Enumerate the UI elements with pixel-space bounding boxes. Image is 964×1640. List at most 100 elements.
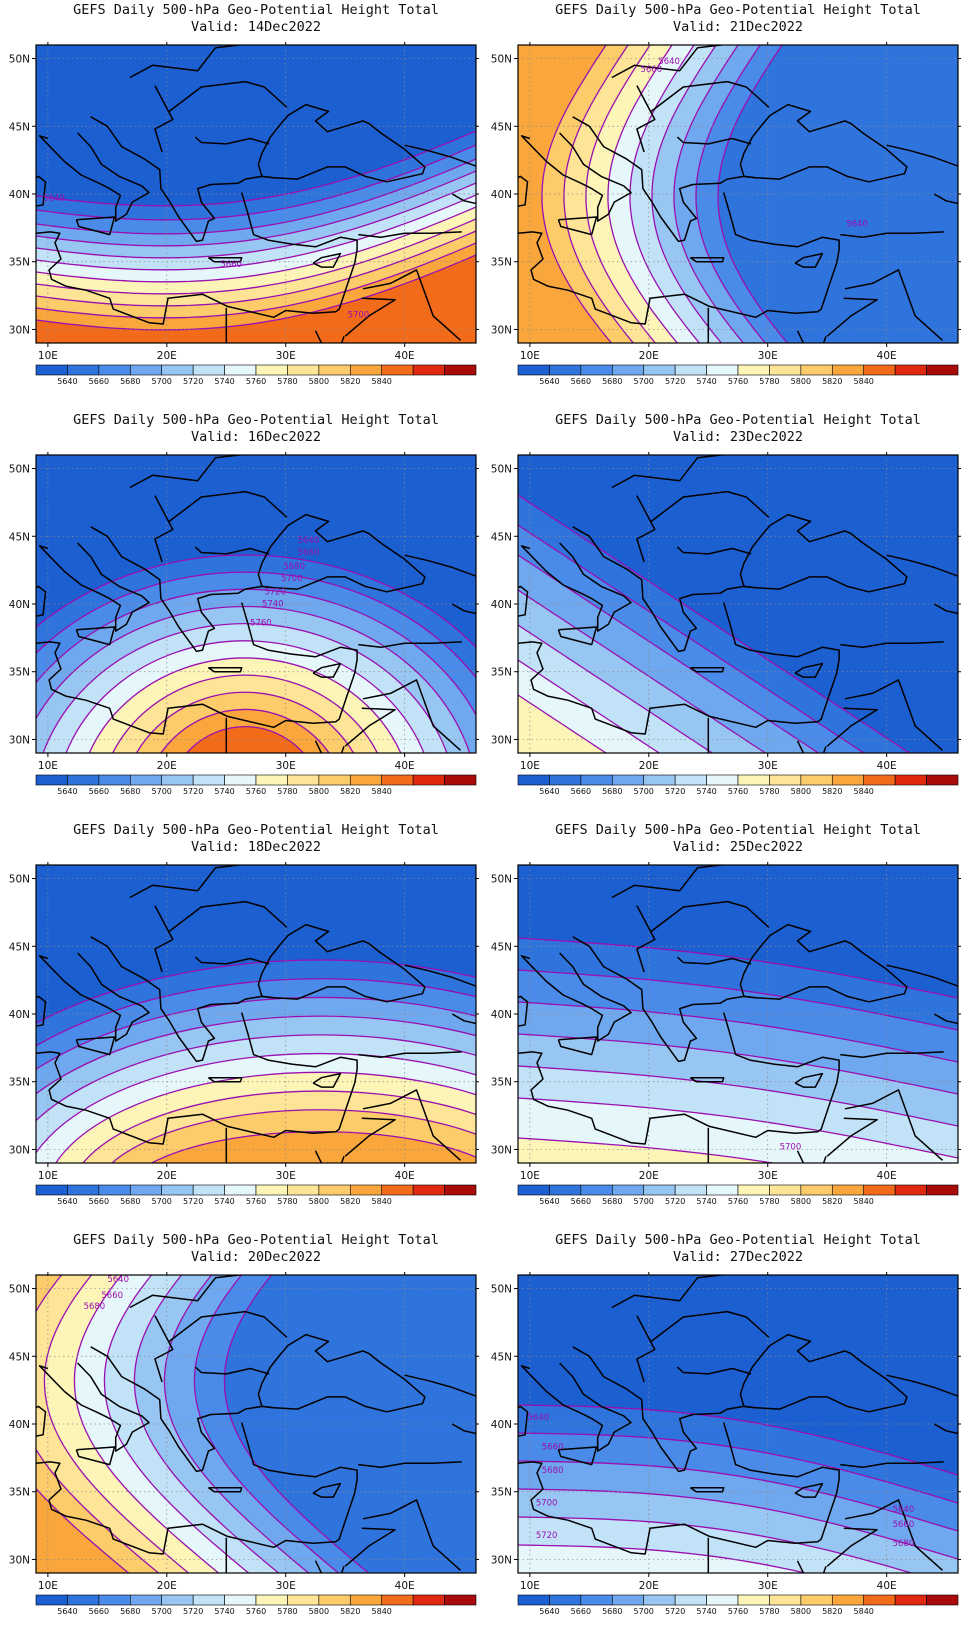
coastline [38, 132, 150, 222]
lon-tick-label: 30E [276, 760, 296, 772]
height-band [36, 1275, 159, 1573]
height-contour [518, 524, 866, 753]
height-field: 5700 [518, 865, 958, 1163]
colorbar: 5640 5660 5680 5700 5720 5740 5760 5780 5800 5820… [35, 774, 477, 796]
height-contour [36, 959, 476, 1024]
colorbar-label: 5660 [571, 787, 591, 796]
coastline [36, 1405, 47, 1437]
coastline [557, 1446, 598, 1466]
colorbar-label: 5840 [854, 787, 874, 796]
height-contour [36, 605, 471, 753]
height-contour [36, 170, 476, 247]
coastline [168, 1310, 288, 1342]
coastline [36, 192, 358, 325]
colorbar-swatch [444, 1594, 477, 1606]
colorbar-swatch [706, 774, 739, 786]
panel-valid-date: Valid: 25Dec2022 [672, 839, 804, 855]
coastline [36, 1012, 358, 1145]
coastline [257, 1333, 426, 1413]
height-contour [518, 624, 714, 753]
colorbar-swatch [674, 364, 707, 376]
contour-label: 5680 [542, 1466, 564, 1476]
coastline [36, 602, 358, 735]
colorbar-swatch [894, 774, 927, 786]
map-panel: 5640 5660 5680 10E 20E 30E 40E 50N 45N 40N 35N 30N 5… [0, 1230, 482, 1640]
lat-tick-label: 35N [9, 257, 30, 269]
panel-valid-date: Valid: 18Dec2022 [190, 839, 322, 855]
panel-title: GEFS Daily 500-hPa Geo-Potential Height … [36, 822, 476, 856]
coastline [572, 526, 756, 653]
colorbar-label: 5720 [665, 787, 685, 796]
coastline [676, 546, 752, 555]
colorbar: 5640 5660 5680 5700 5720 5740 5760 5780 5800 5820… [517, 1594, 959, 1616]
coastline [314, 1150, 345, 1163]
colorbar-swatch [224, 1184, 257, 1196]
contour-label: 5700 [348, 310, 370, 320]
map-panel: 5640 5660 5680 5700 5720 5740 5760 10E 20E 30E 40E… [0, 410, 482, 820]
colorbar-label: 5800 [309, 1197, 329, 1206]
colorbar-swatch [800, 364, 833, 376]
coastline [518, 1422, 840, 1555]
colorbar-swatch [412, 364, 445, 376]
colorbar-label: 5780 [759, 1607, 779, 1616]
colorbar-label: 5640 [57, 787, 77, 796]
coastline [194, 136, 270, 145]
lon-tick-label: 10E [38, 1580, 58, 1592]
coastline [886, 964, 958, 987]
height-field [518, 455, 958, 753]
colorbar-swatch [549, 364, 582, 376]
colorbar-swatch [412, 1184, 445, 1196]
lon-tick-label: 10E [38, 1170, 58, 1182]
height-contour [518, 1460, 958, 1532]
colorbar-label: 5700 [152, 377, 172, 386]
map-panel: 5700 10E 20E 30E 40E 50N 45N 40N 35N 30N 5640 5660 5… [482, 820, 964, 1230]
panel-title: GEFS Daily 500-hPa Geo-Potential Height … [518, 412, 958, 446]
lon-tick-label: 20E [157, 1170, 177, 1182]
contour-label: 5640 [43, 194, 65, 204]
lat-tick-label: 45N [9, 941, 30, 953]
map-plot: 5640 5660 5680 5700 5720 5740 5760 10E 20E 30E 40E… [9, 452, 479, 796]
lat-tick-label: 40N [9, 1419, 30, 1431]
coastline [154, 495, 174, 563]
lon-tick-label: 20E [157, 350, 177, 362]
coastline [358, 641, 462, 649]
height-contour [695, 45, 766, 343]
contour-label: 5640 [528, 1413, 550, 1423]
colorbar-label: 5780 [277, 1197, 297, 1206]
map-plot: 5640 5660 5680 5700 5720 5640 5660 5680 10E 20E 30… [491, 1272, 961, 1616]
coastline [451, 603, 476, 615]
colorbar-label: 5680 [120, 1607, 140, 1616]
colorbar-swatch [161, 1594, 194, 1606]
height-contour [518, 694, 608, 753]
coastline [636, 905, 656, 973]
map-panel: 5640 5660 5700 10E 20E 30E 40E 50N 45N 40N 35N 30N 5… [0, 0, 482, 410]
colorbar-label: 5840 [372, 1197, 392, 1206]
height-contour [518, 494, 911, 753]
contour-label: 5640 [107, 1275, 129, 1285]
height-contour [518, 1001, 958, 1063]
colorbar-label: 5780 [277, 377, 297, 386]
coastline [344, 297, 396, 337]
contour-label: 5680 [84, 1302, 106, 1312]
height-contour [36, 206, 476, 283]
colorbar-label: 5660 [89, 1197, 109, 1206]
coastline [796, 740, 827, 753]
colorbar-swatch [287, 1594, 320, 1606]
colorbar-label: 5680 [602, 1607, 622, 1616]
height-contour [65, 640, 425, 753]
contour-label: 5700 [780, 1142, 802, 1152]
colorbar-label: 5640 [57, 1197, 77, 1206]
colorbar: 5640 5660 5680 5700 5720 5740 5760 5780 5800 5820… [35, 364, 477, 386]
contour-label: 5640 [658, 57, 680, 67]
colorbar-swatch [831, 774, 865, 786]
colorbar-label: 5740 [214, 1607, 234, 1616]
lon-tick-label: 30E [276, 1580, 296, 1592]
colorbar-swatch [381, 1594, 414, 1606]
colorbar-label: 5780 [759, 377, 779, 386]
panel-title: GEFS Daily 500-hPa Geo-Potential Height … [518, 822, 958, 856]
lat-tick-label: 40N [9, 189, 30, 201]
map-panel: 5640 5660 5640 10E 20E 30E 40E 50N 45N 40N 35N 30N 5… [482, 0, 964, 410]
height-contour [163, 1275, 309, 1573]
